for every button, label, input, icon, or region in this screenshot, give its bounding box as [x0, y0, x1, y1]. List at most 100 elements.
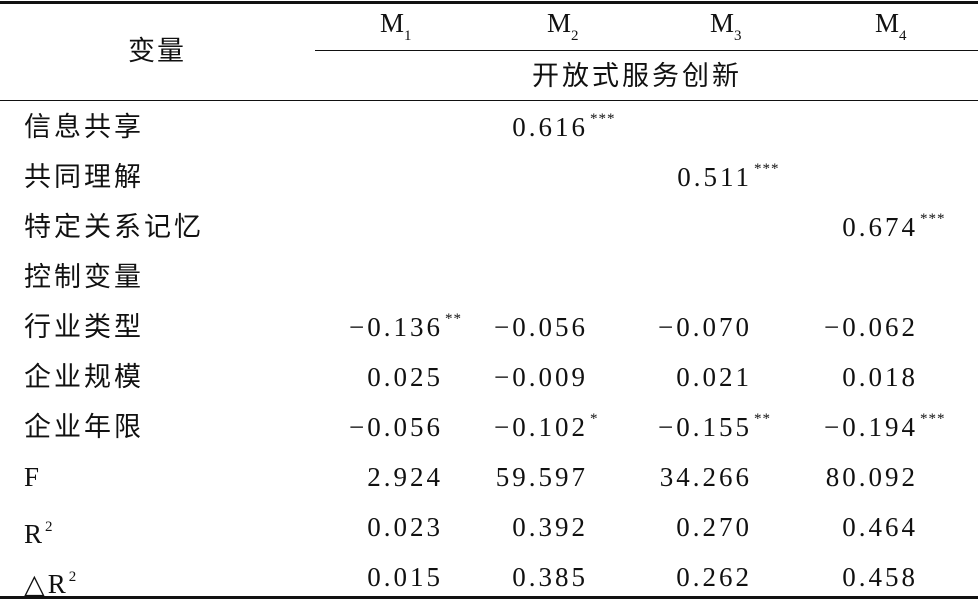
cell-value: 0.018 — [842, 362, 918, 392]
column-base: M — [710, 8, 735, 38]
cell-sig: *** — [754, 161, 780, 177]
row-label: F — [24, 462, 42, 492]
cell: 0.021 — [676, 362, 752, 392]
cell-value: 2.924 — [367, 462, 443, 492]
cell-value: −0.062 — [824, 312, 918, 342]
column-base: M — [875, 8, 900, 38]
cell-sig: ** — [754, 411, 771, 427]
cell: 59.597 — [496, 462, 588, 492]
cell: 0.616 *** — [512, 111, 614, 142]
variable-header: 变量 — [128, 36, 186, 66]
column-header: M4 — [875, 8, 907, 51]
label-text: 共同理解 — [24, 162, 144, 192]
column-base: M — [547, 8, 572, 38]
cell-sig: *** — [920, 411, 946, 427]
cell-value: −0.009 — [494, 362, 588, 392]
label-text: F — [24, 462, 43, 492]
cell-value: 0.025 — [367, 362, 443, 392]
column-header: M2 — [547, 8, 579, 51]
cell-value: 0.616 — [512, 112, 588, 142]
cell: −0.194 *** — [824, 411, 945, 442]
column-sub: 4 — [899, 28, 907, 44]
cell: −0.009 — [494, 362, 588, 392]
label-text: 行业类型 — [24, 312, 144, 342]
cell-value: 0.674 — [842, 212, 918, 242]
row-label: 行业类型 — [24, 312, 144, 342]
cell-value: −0.056 — [494, 312, 588, 342]
label-text: 企业年限 — [24, 412, 144, 442]
header-rule — [0, 100, 978, 101]
cell: 0.025 — [367, 362, 443, 392]
cell-value: −0.070 — [658, 312, 752, 342]
bottom-rule — [0, 596, 978, 599]
cell: −0.062 — [824, 312, 918, 342]
cell: 0.674 *** — [842, 211, 944, 242]
cell: 0.458 — [842, 562, 918, 592]
cell-sig: *** — [920, 211, 946, 227]
cell-value: −0.102 — [494, 412, 588, 442]
cell-sig: *** — [590, 111, 616, 127]
row-label: 信息共享 — [24, 112, 144, 142]
cell-value: −0.194 — [824, 412, 918, 442]
cell: 0.018 — [842, 362, 918, 392]
cell-value: 0.511 — [677, 162, 752, 192]
label-text: 信息共享 — [24, 112, 144, 142]
row-label: 企业规模 — [24, 362, 144, 392]
cell-value: 59.597 — [495, 462, 588, 492]
cell-value: 0.385 — [512, 562, 588, 592]
cell: 80.092 — [826, 462, 918, 492]
row-label: 共同理解 — [24, 162, 144, 192]
cell: −0.056 — [494, 312, 588, 342]
cell-value: −0.136 — [349, 312, 443, 342]
column-base: M — [380, 8, 405, 38]
label-text: 企业规模 — [24, 362, 144, 392]
label-text: R — [24, 519, 46, 549]
cell: 0.511 *** — [677, 161, 778, 192]
cell-value: 0.015 — [367, 562, 443, 592]
column-header: M3 — [710, 8, 742, 51]
cell: −0.102 * — [494, 411, 598, 442]
cell: 0.015 — [367, 562, 443, 592]
row-label: R2 — [24, 512, 56, 549]
column-header: M1 — [380, 8, 412, 51]
cell-sig: * — [590, 411, 599, 427]
cell: 0.385 — [512, 562, 588, 592]
cell-value: 80.092 — [825, 462, 918, 492]
cell: 34.266 — [660, 462, 752, 492]
column-sub: 1 — [404, 28, 412, 44]
label-text: 控制变量 — [24, 262, 144, 292]
cell-value: 0.458 — [842, 562, 918, 592]
cell: −0.056 — [349, 412, 443, 442]
row-label: 企业年限 — [24, 412, 144, 442]
row-label: △R2 — [24, 562, 79, 599]
label-text: △R — [24, 569, 69, 599]
cell: 0.392 — [512, 512, 588, 542]
row-label: 控制变量 — [24, 262, 144, 292]
cell: 0.262 — [676, 562, 752, 592]
cell: 2.924 — [367, 462, 443, 492]
label-text: 特定关系记忆 — [24, 212, 204, 242]
row-label: 特定关系记忆 — [24, 212, 204, 242]
cell-value: 0.464 — [842, 512, 918, 542]
cell: 0.464 — [842, 512, 918, 542]
column-rule — [315, 50, 978, 51]
cell-sig: ** — [445, 311, 462, 327]
cell-value: 0.021 — [676, 362, 752, 392]
label-sup: 2 — [45, 519, 56, 535]
cell-value: 0.270 — [676, 512, 752, 542]
cell-value: −0.155 — [658, 412, 752, 442]
cell-value: 0.262 — [676, 562, 752, 592]
cell-value: −0.056 — [349, 412, 443, 442]
top-rule — [0, 1, 978, 4]
column-sub: 2 — [571, 28, 579, 44]
cell-value: 34.266 — [659, 462, 752, 492]
cell-value: 0.023 — [367, 512, 443, 542]
cell: 0.270 — [676, 512, 752, 542]
label-sup: 2 — [68, 569, 80, 585]
cell: −0.155 ** — [658, 411, 770, 442]
cell: −0.136 ** — [349, 311, 461, 342]
column-sub: 3 — [734, 28, 742, 44]
cell-value: 0.392 — [512, 512, 588, 542]
cell: −0.070 — [658, 312, 752, 342]
